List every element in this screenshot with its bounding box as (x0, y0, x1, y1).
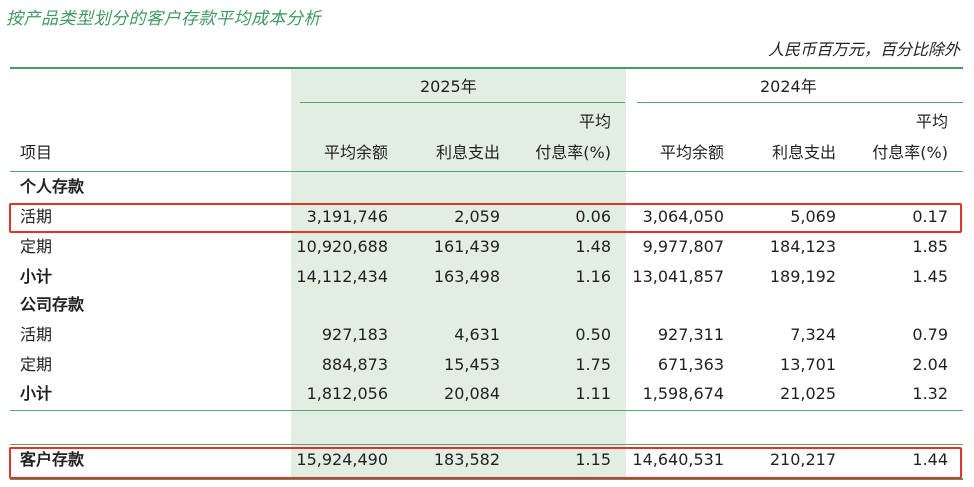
header-2024-interest: 利息支出 (771, 143, 836, 162)
row-label: 活期 (20, 325, 53, 344)
cell-2024-rate: 0.79 (912, 325, 948, 344)
cell-2024-avg-balance: 671,363 (657, 355, 724, 374)
row-label: 小计 (20, 267, 53, 286)
year-2025-shading (291, 67, 626, 480)
cell-2024-interest: 5,069 (790, 207, 836, 226)
header-item: 项目 (20, 143, 53, 162)
cell-2024-avg-balance: 13,041,857 (632, 267, 724, 286)
header-2025-interest: 利息支出 (435, 143, 500, 162)
year-2024-underline (637, 102, 963, 103)
cell-2024-rate: 1.32 (912, 384, 948, 403)
section-personal-deposits: 个人存款 (20, 177, 85, 196)
cell-2024-rate: 1.45 (912, 267, 948, 286)
cell-2024-avg-balance: 1,598,674 (642, 384, 724, 403)
cell-2025-interest: 163,498 (433, 267, 500, 286)
year-2024-header: 2024年 (760, 77, 817, 96)
highlight-box-personal-demand (9, 203, 962, 233)
cell-2024-avg-balance: 927,311 (657, 325, 724, 344)
subtotal-rule (10, 410, 963, 411)
row-label: 活期 (20, 207, 53, 226)
cell-2024-avg-balance: 9,977,807 (642, 237, 724, 256)
cell-2024-interest: 189,192 (769, 267, 836, 286)
cell-2025-rate: 1.11 (575, 384, 611, 403)
highlight-box-customer-deposits (9, 447, 962, 479)
cell-2025-avg-balance: 10,920,688 (296, 237, 388, 256)
cell-2025-avg-balance: 15,924,490 (296, 450, 388, 469)
top-rule (10, 67, 963, 69)
header-2025-rate-line1: 平均 (578, 112, 611, 131)
bottom-rule (10, 478, 963, 480)
table-title: 按产品类型划分的客户存款平均成本分析 (6, 9, 321, 29)
cell-2025-rate: 0.06 (575, 207, 611, 226)
cell-2024-rate: 0.17 (912, 207, 948, 226)
row-label: 定期 (20, 355, 53, 374)
cell-2025-interest: 20,084 (444, 384, 500, 403)
total-top-rule (10, 444, 963, 445)
section-corporate-deposits: 公司存款 (20, 295, 85, 314)
year-2025-underline (300, 102, 625, 103)
unit-note: 人民币百万元，百分比除外 (767, 40, 960, 59)
cell-2024-interest: 7,324 (790, 325, 836, 344)
cell-2024-interest: 184,123 (769, 237, 836, 256)
cell-2025-avg-balance: 14,112,434 (296, 267, 388, 286)
cell-2025-rate: 1.15 (575, 450, 611, 469)
header-2024-rate-line2: 付息率(%) (872, 143, 948, 162)
cell-2025-avg-balance: 884,873 (321, 355, 388, 374)
row-label: 客户存款 (20, 450, 85, 469)
cell-2025-interest: 183,582 (433, 450, 500, 469)
cell-2025-interest: 2,059 (454, 207, 500, 226)
cell-2025-rate: 1.48 (575, 237, 611, 256)
header-2025-rate-line2: 付息率(%) (535, 143, 611, 162)
cell-2024-interest: 13,701 (780, 355, 836, 374)
cell-2025-rate: 1.75 (575, 355, 611, 374)
header-rule (10, 171, 963, 172)
cell-2024-rate: 1.44 (912, 450, 948, 469)
cell-2025-interest: 4,631 (454, 325, 500, 344)
cell-2024-rate: 2.04 (912, 355, 948, 374)
cell-2025-interest: 15,453 (444, 355, 500, 374)
header-2024-rate-line1: 平均 (915, 112, 948, 131)
header-2024-avg-balance: 平均余额 (659, 143, 724, 162)
cell-2025-avg-balance: 3,191,746 (306, 207, 388, 226)
cell-2025-avg-balance: 927,183 (321, 325, 388, 344)
year-2025-header: 2025年 (420, 77, 477, 96)
cell-2024-interest: 21,025 (780, 384, 836, 403)
cell-2025-rate: 1.16 (575, 267, 611, 286)
cell-2025-interest: 161,439 (433, 237, 500, 256)
cell-2024-avg-balance: 3,064,050 (642, 207, 724, 226)
header-2025-avg-balance: 平均余额 (323, 143, 388, 162)
cell-2024-rate: 1.85 (912, 237, 948, 256)
row-label: 小计 (20, 384, 53, 403)
row-label: 定期 (20, 237, 53, 256)
cell-2024-avg-balance: 14,640,531 (632, 450, 724, 469)
cell-2025-avg-balance: 1,812,056 (306, 384, 388, 403)
cell-2025-rate: 0.50 (575, 325, 611, 344)
cell-2024-interest: 210,217 (769, 450, 836, 469)
